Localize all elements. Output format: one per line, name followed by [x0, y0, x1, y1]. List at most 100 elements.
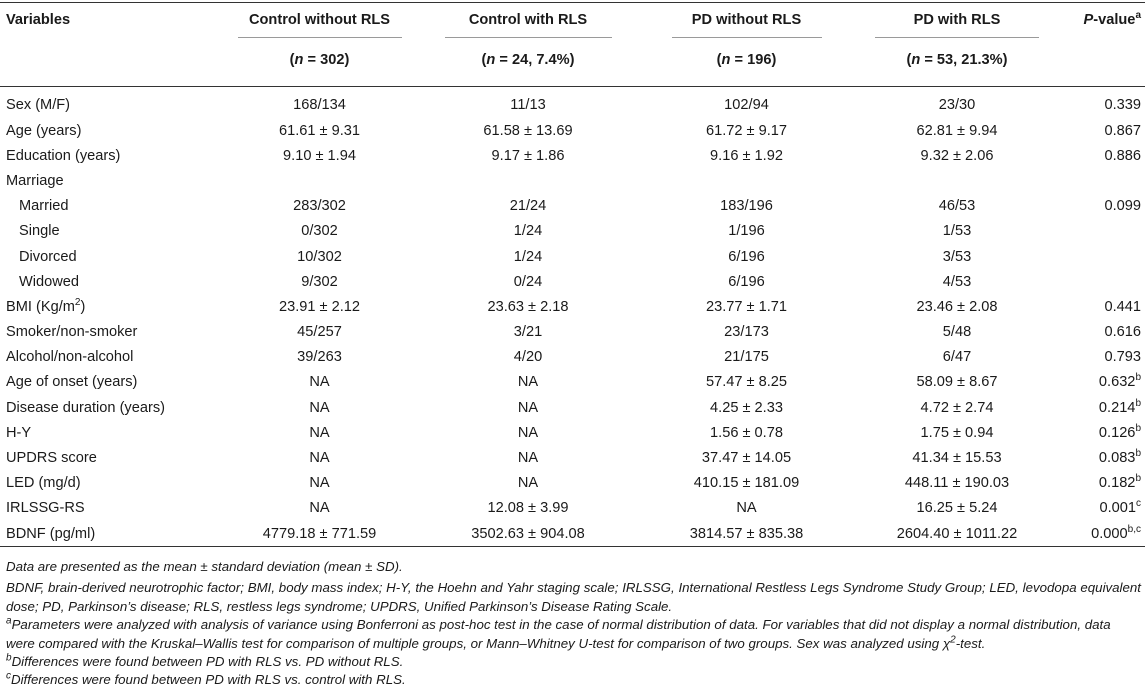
cell-pvalue: 0.001c	[1099, 498, 1141, 517]
row-label: Single	[19, 223, 60, 240]
header-group: Control without RLS	[225, 2, 414, 42]
cell-pvalue: 0.616	[1104, 324, 1141, 341]
cell-value	[414, 168, 642, 193]
cell-value: 23/30	[938, 96, 976, 113]
cell-value: 21/175	[724, 349, 769, 366]
table-row: Age (years) 61.61 ± 9.31 61.58 ± 13.69 61.7…	[0, 118, 1145, 143]
cell-value: 61.58 ± 13.69	[483, 122, 573, 139]
table-row: UPDRS score NA NA 37.47 ± 14.05 41.34 ± 15.5…	[0, 445, 1145, 470]
row-label: Alcohol/non-alcohol	[6, 349, 134, 366]
cell-value: 410.15 ± 181.09	[693, 475, 800, 492]
cell-value: 1.56 ± 0.78	[710, 424, 783, 441]
row-label: Marriage	[6, 172, 64, 189]
row-label: Sex (M/F)	[6, 96, 71, 113]
cell-pvalue: 0.000b,c	[1063, 521, 1145, 548]
header-group-n: (n = 196)	[642, 42, 851, 87]
table-notes: Data are presented as the mean ± standar…	[6, 558, 1141, 690]
cell-value: 61.72 ± 9.17	[705, 122, 788, 139]
cell-value	[642, 168, 851, 193]
footnote-b: bDifferences were found between PD with …	[6, 652, 404, 670]
row-label: BDNF (pg/ml)	[0, 521, 225, 548]
cell-value: 3502.63 ± 904.08	[414, 521, 642, 548]
table-row: Age of onset (years) NA NA 57.47 ± 8.25 58.0…	[0, 370, 1145, 395]
cell-pvalue	[1063, 168, 1145, 193]
table-row: LED (mg/d) NA NA 410.15 ± 181.09 448.11 ± 19…	[0, 471, 1145, 496]
cell-value: 39/263	[297, 349, 342, 366]
note-data-presented: Data are presented as the mean ± standar…	[6, 559, 403, 574]
cell-value: 4.25 ± 2.33	[710, 399, 783, 416]
table-row: BMI (Kg/m2) 23.91 ± 2.12 23.63 ± 2.18 23.77…	[0, 294, 1145, 319]
data-table: Variables Control without RLS Control wi…	[0, 2, 1145, 548]
cell-value: 23.46 ± 2.08	[916, 298, 998, 315]
cell-value: NA	[309, 424, 330, 441]
table-row: Marriage	[0, 168, 1145, 193]
cell-value: 9.16 ± 1.92	[710, 147, 783, 164]
row-label: Disease duration (years)	[6, 399, 165, 416]
table-row: Smoker/non-smoker 45/257 3/21 23/173 5/48 0.6…	[0, 320, 1145, 345]
cell-pvalue: 0.182b	[1098, 473, 1141, 492]
table-row: Alcohol/non-alcohol 39/263 4/20 21/175 6/47 0…	[0, 345, 1145, 370]
cell-value: NA	[736, 500, 757, 517]
cell-value: 1/24	[513, 223, 543, 240]
cell-value: 3814.57 ± 835.38	[642, 521, 851, 548]
cell-value: 448.11 ± 190.03	[904, 475, 1010, 492]
header-variables: Variables	[0, 2, 225, 42]
row-label: Education (years)	[6, 147, 121, 164]
cell-value: 283/302	[293, 198, 346, 215]
cell-value: 1.75 ± 0.94	[920, 424, 994, 441]
cell-pvalue	[1063, 269, 1145, 294]
cell-pvalue	[1063, 244, 1145, 269]
cell-value: 9/302	[301, 273, 338, 290]
cell-value: NA	[309, 399, 330, 416]
header-group-n: (n = 53, 21.3%)	[851, 42, 1063, 87]
table-row: Education (years) 9.10 ± 1.94 9.17 ± 1.86 9…	[0, 143, 1145, 168]
cell-value: NA	[309, 374, 330, 391]
cell-value: 102/94	[724, 96, 769, 113]
cell-value: 183/196	[720, 198, 773, 215]
cell-pvalue: 0.441	[1104, 298, 1141, 315]
cell-value: 6/47	[942, 349, 972, 366]
cell-value: 1/24	[513, 248, 543, 265]
cell-value: 23.77 ± 1.71	[705, 298, 788, 315]
cell-value	[225, 168, 414, 193]
cell-value: 3/53	[942, 248, 972, 265]
cell-value: 0/302	[301, 223, 338, 240]
header-row-counts: (n = 302) (n = 24, 7.4%) (n = 196) (n = …	[0, 42, 1145, 87]
row-label: IRLSSG-RS	[6, 500, 85, 517]
cell-value: NA	[309, 475, 330, 492]
cell-pvalue: 0.214b	[1098, 397, 1141, 416]
cell-value: 23.91 ± 2.12	[278, 298, 361, 315]
cell-value: 41.34 ± 15.53	[912, 450, 1002, 467]
cell-value: 46/53	[938, 198, 976, 215]
cell-pvalue: 0.126b	[1098, 422, 1141, 441]
cell-pvalue: 0.083b	[1098, 448, 1141, 467]
cell-value: 58.09 ± 8.67	[916, 374, 998, 391]
cell-value: 16.25 ± 5.24	[916, 500, 998, 517]
cell-pvalue: 0.793	[1104, 349, 1141, 366]
row-label: LED (mg/d)	[6, 475, 81, 492]
cell-value: NA	[309, 500, 330, 517]
cell-value: 6/196	[728, 248, 765, 265]
cell-value: NA	[309, 450, 330, 467]
cell-value: 62.81 ± 9.94	[916, 122, 998, 139]
table-row: IRLSSG-RS NA 12.08 ± 3.99 NA 16.25 ± 5.24 0.0…	[0, 496, 1145, 521]
table-row: Married 283/302 21/24 183/196 46/53 0.099	[0, 194, 1145, 219]
table-row: Divorced 10/302 1/24 6/196 3/53	[0, 244, 1145, 269]
cell-value: 6/196	[728, 273, 765, 290]
cell-value: 11/13	[510, 96, 546, 113]
cell-value: 168/134	[293, 96, 346, 113]
cell-value: 9.10 ± 1.94	[283, 147, 356, 164]
cell-value: 12.08 ± 3.99	[487, 500, 569, 517]
cell-value: 23/173	[724, 324, 769, 341]
header-pvalue: P-valuea	[1063, 2, 1145, 42]
header-group-n: (n = 302)	[225, 42, 414, 87]
row-label: BMI (Kg/m2)	[6, 297, 86, 315]
cell-value: 4/20	[513, 349, 543, 366]
footnote-a: aParameters were analyzed with analysis …	[6, 615, 1111, 651]
cell-value: 5/48	[942, 324, 972, 341]
cell-value	[851, 168, 1063, 193]
header-group: PD without RLS	[642, 2, 851, 42]
cell-pvalue	[1063, 219, 1145, 244]
header-group: Control with RLS	[414, 2, 642, 42]
